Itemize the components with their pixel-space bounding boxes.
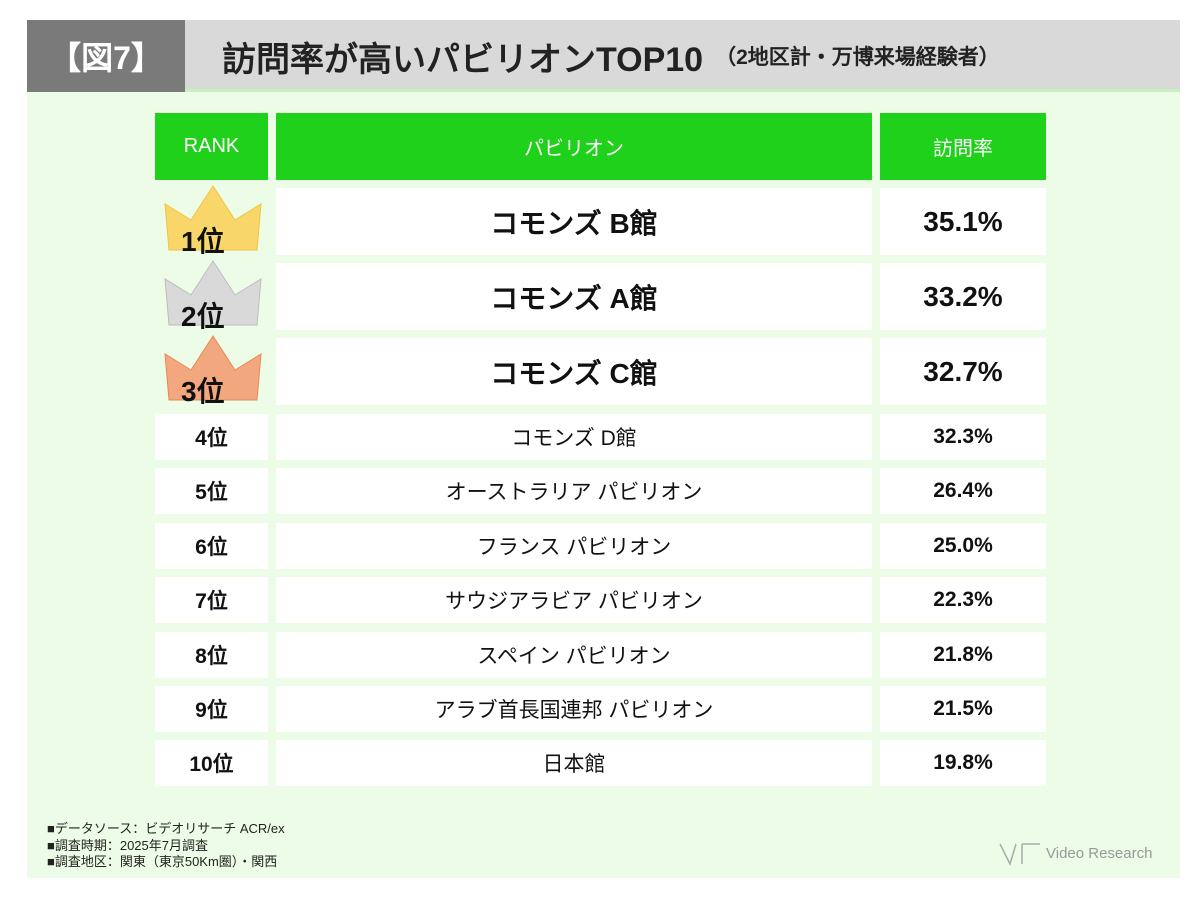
rank-label: 1位: [181, 226, 225, 257]
visit-rate: 35.1%: [880, 188, 1046, 255]
pavilion-name: コモンズ D館: [276, 414, 872, 460]
title: 訪問率が高いパビリオンTOP10: [222, 40, 704, 79]
visit-rate: 22.3%: [880, 577, 1046, 624]
crown: [164, 260, 262, 326]
rank: 4位: [155, 414, 268, 460]
subtitle: （2地区計・万博来場経験者）: [715, 46, 1000, 69]
figure-tag: 【図7】: [27, 20, 185, 92]
rank-crown: 1位: [155, 185, 268, 257]
title-wrap: 訪問率が高いパビリオンTOP10 （2地区計・万博来場経験者）: [222, 20, 1000, 92]
visit-rate: 32.7%: [880, 338, 1046, 405]
column-header: パビリオン: [276, 113, 872, 180]
pavilion-name: オーストラリア パビリオン: [276, 468, 872, 515]
rank: 9位: [155, 686, 268, 732]
rank-crown: 3位: [155, 335, 268, 407]
visit-rate: 21.8%: [880, 631, 1046, 678]
logo: Video Research: [998, 838, 1168, 868]
crown: [164, 185, 262, 251]
logo-mark: [999, 843, 1040, 866]
pavilion-name: フランス パビリオン: [276, 522, 872, 569]
rank-crown: 2位: [155, 260, 268, 332]
rank: 6位: [155, 522, 268, 569]
column-header: 訪問率: [880, 113, 1046, 180]
note: ■調査時期：2025年7月調査: [47, 837, 209, 853]
logo-text: Video Research: [1046, 844, 1153, 862]
crown: [164, 335, 262, 401]
visit-rate: 26.4%: [880, 468, 1046, 515]
pavilion-name: アラブ首長国連邦 パビリオン: [276, 686, 872, 732]
column-header: RANK: [155, 113, 268, 180]
pavilion-name: サウジアラビア パビリオン: [276, 577, 872, 624]
pavilion-name: 日本館: [276, 740, 872, 787]
rank: 8位: [155, 631, 268, 678]
pavilion-name: コモンズ A館: [276, 263, 872, 330]
note: ■調査地区：関東（東京50Km圏）・関西: [47, 854, 278, 869]
rank-label: 3位: [181, 376, 225, 407]
rank-label: 2位: [181, 301, 225, 332]
visit-rate: 32.3%: [880, 414, 1046, 460]
pavilion-name: コモンズ C館: [276, 338, 872, 405]
rank: 7位: [155, 577, 268, 624]
pavilion-name: スペイン パビリオン: [276, 631, 872, 678]
visit-rate: 19.8%: [880, 740, 1046, 787]
rank: 5位: [155, 468, 268, 515]
note: ■データソース：ビデオリサーチ ACR/ex: [47, 821, 285, 836]
visit-rate: 33.2%: [880, 263, 1046, 330]
visit-rate: 21.5%: [880, 686, 1046, 732]
rank: 10位: [155, 740, 268, 787]
visit-rate: 25.0%: [880, 522, 1046, 569]
pavilion-name: コモンズ B館: [276, 188, 872, 255]
header-bar: [27, 20, 1180, 92]
